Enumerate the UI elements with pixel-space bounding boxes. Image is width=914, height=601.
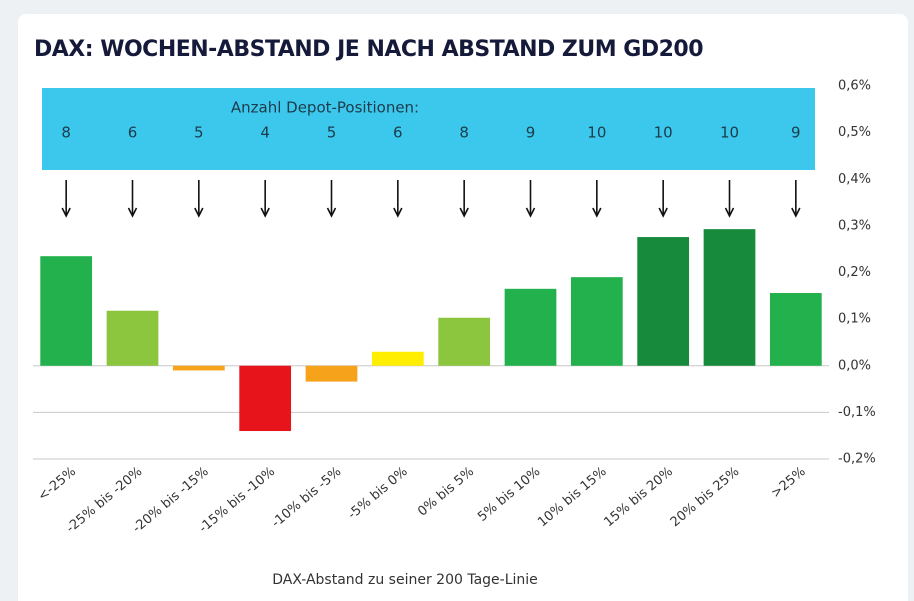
chart-title: DAX: WOCHEN-ABSTAND JE NACH ABSTAND ZUM … (34, 37, 703, 62)
annotation-value: 5 (194, 124, 204, 142)
y-tick-label: 0,4% (838, 172, 871, 187)
y-tick-label: 0,6% (838, 79, 871, 94)
bar (703, 229, 756, 366)
arrow-head (260, 207, 270, 218)
arrow-head (791, 207, 801, 218)
annotation-label: Anzahl Depot-Positionen: (231, 99, 419, 117)
y-tick-label: -0,1% (838, 405, 876, 420)
annotation-value: 6 (128, 124, 138, 142)
annotation-band (42, 88, 815, 170)
bar (769, 293, 822, 366)
y-tick-label: 0,2% (838, 265, 871, 280)
y-tick-label: -0,2% (838, 452, 876, 467)
arrow-head (127, 207, 138, 218)
arrow-head (194, 207, 204, 218)
arrow-head (592, 207, 602, 218)
bar (371, 351, 424, 366)
annotation-value: 6 (393, 124, 403, 142)
annotation-value: 8 (61, 124, 71, 142)
annotation-value: 10 (720, 124, 739, 142)
bar (40, 256, 93, 366)
annotation-value: 10 (587, 124, 606, 142)
arrow-head (525, 207, 536, 218)
annotation-value: 4 (260, 124, 270, 142)
annotation-value: 9 (791, 124, 801, 142)
bar (305, 365, 358, 382)
bar (570, 277, 623, 366)
y-tick-label: 0,1% (838, 312, 871, 327)
arrow-head (724, 207, 735, 218)
bar (239, 365, 292, 432)
arrow-head (459, 207, 469, 218)
y-tick-label: 0,5% (838, 125, 871, 140)
arrow-head (326, 207, 337, 218)
arrow-head (61, 207, 71, 218)
annotation-value: 9 (526, 124, 536, 142)
bar (172, 365, 225, 371)
arrow-head (658, 207, 668, 218)
y-tick-label: 0,3% (838, 218, 871, 233)
y-tick-label: 0,0% (838, 358, 871, 373)
bar (504, 288, 557, 366)
bar (438, 317, 491, 366)
annotation-value: 8 (459, 124, 469, 142)
bar (637, 237, 690, 366)
annotation-value: 10 (654, 124, 673, 142)
bar (106, 310, 159, 366)
arrow-head (393, 207, 403, 218)
x-axis-title: DAX-Abstand zu seiner 200 Tage-Linie (272, 572, 538, 588)
annotation-value: 5 (327, 124, 337, 142)
